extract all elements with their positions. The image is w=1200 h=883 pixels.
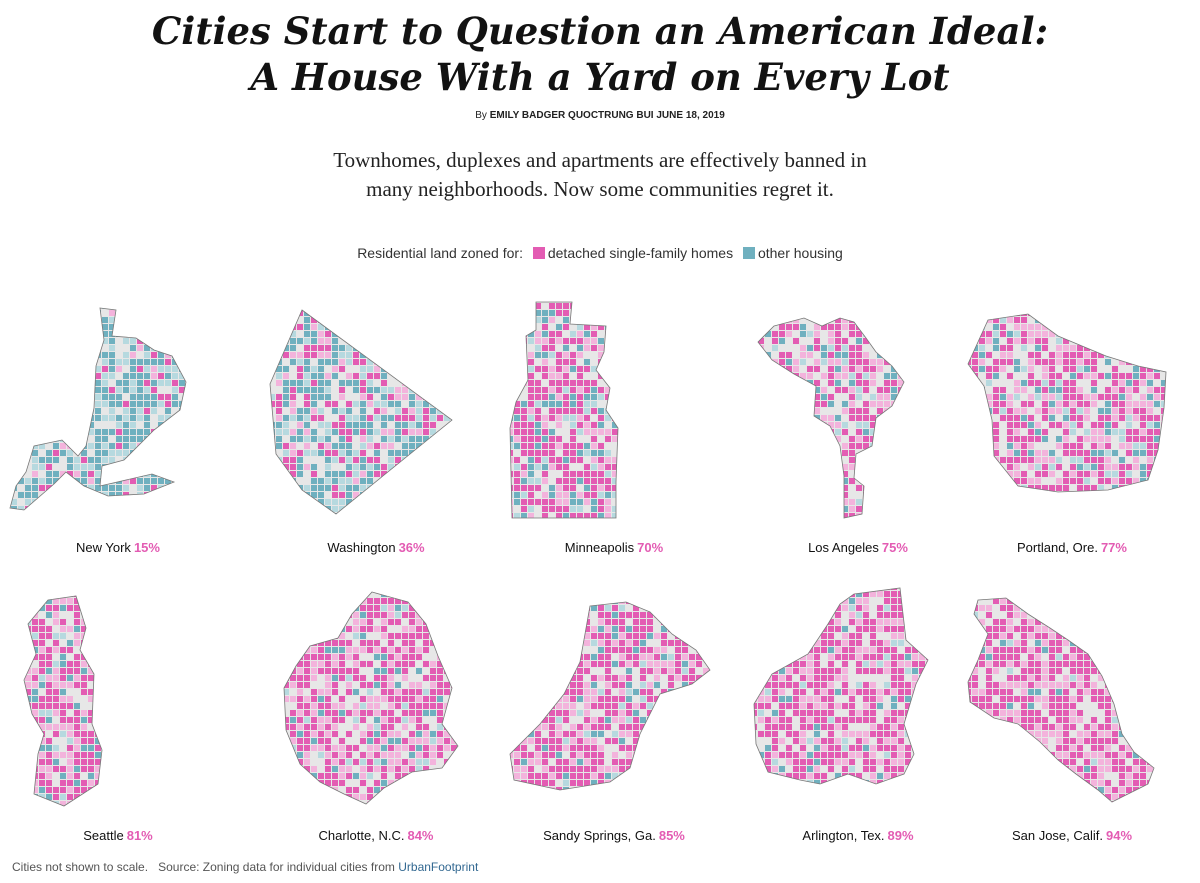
byline-prefix: By xyxy=(475,110,487,121)
city-map-cell: Charlotte, N.C. 84% xyxy=(262,584,490,848)
city-outline xyxy=(269,309,453,515)
byline: By Emily Badger Quoctrung Bui June 18, 2… xyxy=(0,110,1200,121)
city-map-cell: Seattle 81% xyxy=(4,584,232,848)
city-label: Portland, Ore. 77% xyxy=(958,540,1186,555)
city-single-family-percent: 84% xyxy=(407,828,434,843)
footer-scale-note: Cities not shown to scale. xyxy=(12,860,149,874)
city-zoning-map xyxy=(509,601,711,791)
city-map-cell: Portland, Ore. 77% xyxy=(958,296,1186,560)
city-label: Seattle 81% xyxy=(4,828,232,843)
city-name: Portland, Ore. xyxy=(1017,540,1098,555)
byline-date: June 18, 2019 xyxy=(656,110,725,121)
city-zoning-map xyxy=(967,313,1167,493)
city-name: Minneapolis xyxy=(564,540,635,555)
city-label: San Jose, Calif. 94% xyxy=(958,828,1186,843)
legend-label: Residential land zoned for: xyxy=(357,245,523,261)
city-map-cell: Minneapolis 70% xyxy=(500,296,728,560)
city-map-cell: Los Angeles 75% xyxy=(744,296,972,560)
city-single-family-percent: 70% xyxy=(637,540,664,555)
city-outline xyxy=(509,301,619,519)
legend-swatch-other-housing xyxy=(742,247,755,259)
city-zoning-map xyxy=(283,591,459,805)
city-map-cell: Washington 36% xyxy=(262,296,490,560)
city-zoning-map xyxy=(967,597,1155,803)
dek: Townhomes, duplexes and apartments are e… xyxy=(300,146,900,204)
city-name: Los Angeles xyxy=(808,540,879,555)
footer-note: Cities not shown to scale. Source: Zonin… xyxy=(12,860,478,874)
city-outline xyxy=(509,601,711,791)
city-map-cell: New York 15% xyxy=(4,296,232,560)
city-name: Charlotte, N.C. xyxy=(318,828,405,843)
map-legend: Residential land zoned for: detached sin… xyxy=(0,245,1200,261)
city-name: San Jose, Calif. xyxy=(1011,828,1103,843)
dek-line-2: many neighborhoods. Now some communities… xyxy=(366,177,834,201)
city-zoning-map xyxy=(9,307,187,511)
city-map-cell: Sandy Springs, Ga. 85% xyxy=(500,584,728,848)
city-single-family-percent: 15% xyxy=(133,540,160,555)
city-outline xyxy=(967,597,1155,803)
city-map-cell: Arlington, Tex. 89% xyxy=(744,584,972,848)
headline-line-1: Cities Start to Question an American Ide… xyxy=(151,9,1049,53)
city-label: Washington 36% xyxy=(262,540,490,555)
city-outline xyxy=(757,317,905,519)
city-label: Arlington, Tex. 89% xyxy=(744,828,972,843)
city-zoning-map xyxy=(753,587,929,785)
legend-swatch-single-family xyxy=(532,247,545,259)
byline-authors[interactable]: Emily Badger Quoctrung Bui xyxy=(489,110,654,121)
city-zoning-map xyxy=(757,317,905,519)
dek-line-1: Townhomes, duplexes and apartments are e… xyxy=(333,148,867,172)
city-zoning-map xyxy=(509,301,619,519)
footer-source: Source: Zoning data for individual citie… xyxy=(158,860,395,874)
city-label: Sandy Springs, Ga. 85% xyxy=(500,828,728,843)
legend-item-single-family: detached single-family homes xyxy=(547,245,734,261)
city-single-family-percent: 77% xyxy=(1100,540,1127,555)
city-single-family-percent: 36% xyxy=(398,540,425,555)
city-name: Seattle xyxy=(83,828,124,843)
city-label: Minneapolis 70% xyxy=(500,540,728,555)
city-map-cell: San Jose, Calif. 94% xyxy=(958,584,1186,848)
headline-line-2: A House With a Yard on Every Lot xyxy=(250,55,950,99)
city-name: Sandy Springs, Ga. xyxy=(543,828,656,843)
city-outline xyxy=(967,313,1167,493)
city-name: New York xyxy=(76,540,131,555)
legend-item-other-housing: other housing xyxy=(757,245,843,261)
source-link[interactable]: UrbanFootprint xyxy=(398,860,479,874)
city-zoning-map xyxy=(23,595,103,807)
city-single-family-percent: 94% xyxy=(1106,828,1133,843)
city-label: New York 15% xyxy=(4,540,232,555)
city-single-family-percent: 81% xyxy=(126,828,153,843)
headline: Cities Start to Question an American Ide… xyxy=(0,8,1200,100)
city-outline xyxy=(283,591,459,805)
city-name: Washington xyxy=(327,540,396,555)
city-zoning-map xyxy=(269,309,453,515)
city-single-family-percent: 85% xyxy=(658,828,685,843)
city-outline xyxy=(23,595,103,807)
city-label: Charlotte, N.C. 84% xyxy=(262,828,490,843)
city-single-family-percent: 89% xyxy=(887,828,914,843)
city-label: Los Angeles 75% xyxy=(744,540,972,555)
city-outline xyxy=(9,307,187,511)
city-name: Arlington, Tex. xyxy=(802,828,885,843)
city-outline xyxy=(753,587,929,785)
city-single-family-percent: 75% xyxy=(881,540,908,555)
